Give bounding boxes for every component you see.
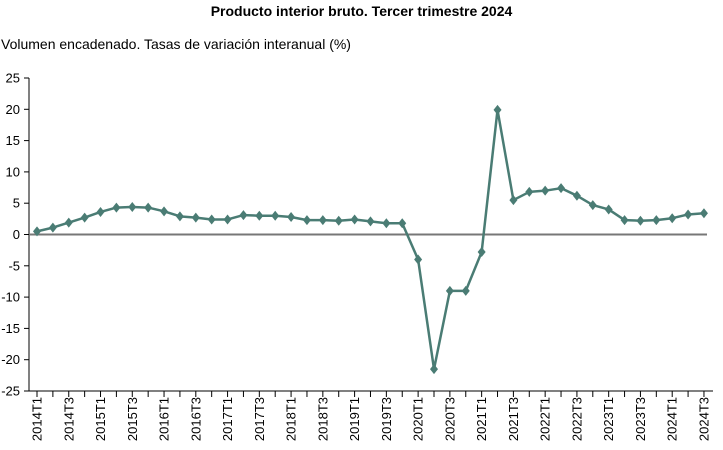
x-tick-label: 2023T3 (633, 397, 648, 441)
data-point-marker (445, 285, 454, 296)
y-axis-ticks: 25 20 15 10 5 0 -5 -10 -15 -20 -25 (1, 71, 29, 399)
y-tick-label: 20 (6, 102, 20, 117)
x-tick-label: 2019T3 (379, 397, 394, 441)
data-point-marker (557, 183, 566, 194)
data-point-marker (461, 285, 470, 296)
y-tick-label: 25 (6, 71, 20, 86)
y-tick-label: 5 (13, 196, 20, 211)
x-tick-label: 2021T1 (474, 397, 489, 441)
x-tick-label: 2022T3 (569, 397, 584, 441)
x-axis-ticks: 2014T1 2014T3 2015T1 2015T3 2016T1 2016T3 2017… (30, 391, 711, 441)
data-point-marker (112, 202, 121, 213)
data-point-marker (48, 222, 57, 233)
x-tick-label: 2019T1 (347, 397, 362, 441)
x-tick-label: 2016T3 (188, 397, 203, 441)
y-tick-label: -15 (1, 321, 20, 336)
data-point-marker (414, 254, 423, 265)
data-point-marker (33, 226, 41, 237)
series-line-pib (36, 108, 705, 371)
data-point-marker (430, 364, 438, 375)
data-point-markers (33, 104, 708, 375)
y-tick-label: 15 (6, 133, 20, 148)
x-tick-label: 2016T1 (157, 397, 172, 441)
x-tick-label: 2022T1 (538, 397, 553, 441)
data-point-marker (699, 208, 708, 219)
data-point-marker (652, 215, 661, 226)
data-point-marker (80, 212, 89, 223)
y-tick-label: 10 (6, 164, 20, 179)
data-point-marker (175, 211, 184, 222)
x-tick-label: 2014T3 (61, 397, 76, 441)
data-point-marker (541, 185, 550, 196)
data-point-marker (287, 211, 296, 222)
x-tick-label: 2014T1 (30, 397, 45, 441)
data-point-marker (493, 104, 502, 115)
y-tick-label: -10 (1, 290, 20, 305)
data-point-marker (128, 201, 137, 212)
x-tick-label: 2018T3 (315, 397, 330, 441)
data-point-marker (318, 215, 327, 226)
x-tick-label: 2024T3 (696, 397, 711, 441)
data-point-marker (398, 218, 407, 229)
x-tick-label: 2017T1 (220, 397, 235, 441)
data-point-marker (572, 190, 581, 201)
data-point-marker (636, 215, 645, 226)
data-point-marker (239, 210, 248, 221)
x-tick-label: 2015T1 (93, 397, 108, 441)
chart-title: Producto interior bruto. Tercer trimestr… (210, 3, 513, 19)
x-tick-label: 2023T1 (601, 397, 616, 441)
data-point-marker (350, 214, 359, 225)
data-point-marker (588, 200, 597, 211)
y-tick-label: -20 (1, 352, 20, 367)
data-point-marker (96, 206, 105, 217)
data-point-marker (223, 214, 232, 225)
chart-subtitle: Volumen encadenado. Tasas de variación i… (1, 36, 351, 52)
data-point-marker (477, 247, 486, 258)
data-point-marker (684, 209, 693, 220)
x-tick-label: 2018T1 (284, 397, 299, 441)
data-point-marker (64, 217, 73, 228)
data-point-marker (366, 216, 375, 227)
data-point-marker (382, 218, 391, 229)
y-tick-label: 0 (13, 227, 20, 242)
data-point-marker (144, 202, 153, 213)
data-point-marker (525, 186, 534, 197)
data-point-marker (255, 210, 264, 221)
data-point-marker (604, 204, 613, 215)
x-tick-label: 2017T3 (252, 397, 267, 441)
y-tick-label: -5 (8, 258, 20, 273)
data-point-marker (668, 213, 677, 224)
data-point-marker (302, 215, 311, 226)
x-tick-label: 2020T3 (442, 397, 457, 441)
data-point-marker (191, 212, 200, 223)
x-tick-label: 2020T1 (411, 397, 426, 441)
x-tick-label: 2015T3 (125, 397, 140, 441)
data-point-marker (620, 215, 629, 226)
y-tick-label: -25 (1, 384, 20, 399)
data-point-marker (207, 214, 216, 225)
data-point-marker (271, 210, 280, 221)
data-point-marker (334, 215, 343, 226)
x-tick-label: 2024T1 (665, 397, 680, 441)
data-point-marker (160, 206, 169, 217)
data-point-marker (509, 195, 518, 206)
x-tick-label: 2021T3 (506, 397, 521, 441)
